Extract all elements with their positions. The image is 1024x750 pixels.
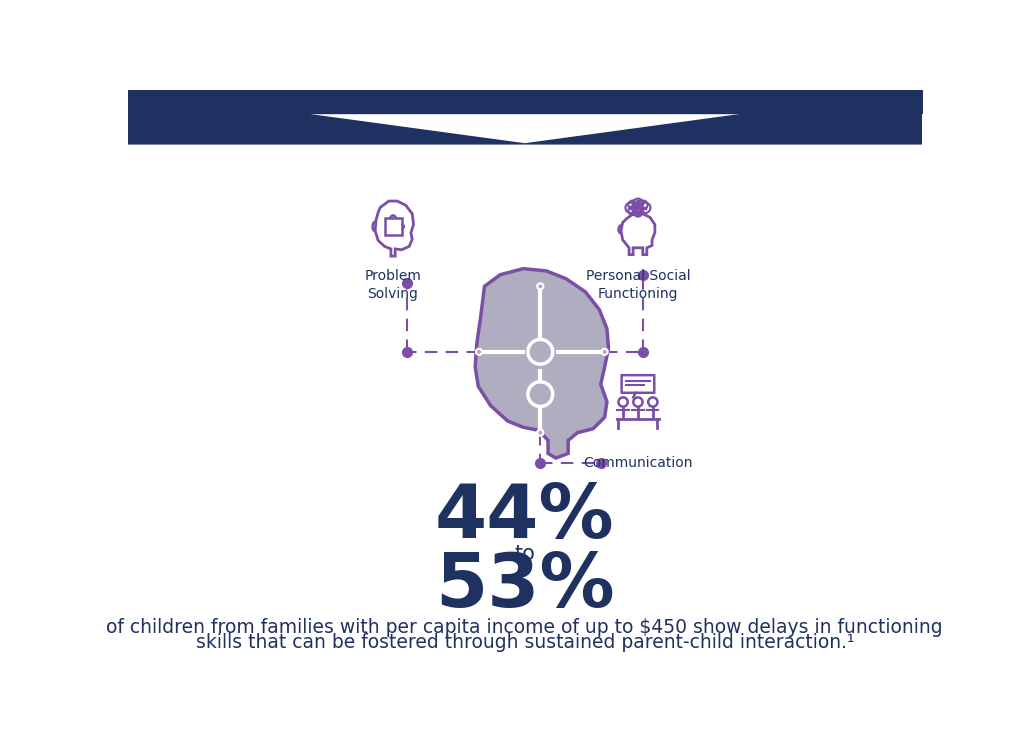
Text: of children from families with per capita income of up to $450 show delays in fu: of children from families with per capit… [106, 618, 943, 637]
Polygon shape [475, 268, 608, 458]
Text: 53%: 53% [435, 550, 614, 623]
Text: Communication: Communication [584, 456, 692, 470]
Polygon shape [524, 90, 922, 144]
Text: Problem
Solving: Problem Solving [365, 268, 422, 301]
Text: 44%: 44% [435, 481, 614, 554]
Circle shape [528, 382, 553, 406]
Circle shape [538, 430, 544, 436]
Text: skills that can be fostered through sustained parent-child interaction.¹: skills that can be fostered through sust… [196, 632, 854, 652]
Circle shape [476, 349, 482, 355]
Polygon shape [524, 90, 922, 132]
Circle shape [528, 340, 553, 364]
Circle shape [601, 349, 607, 355]
Text: Personal Social
Functioning: Personal Social Functioning [586, 268, 690, 301]
Text: to: to [514, 544, 536, 563]
Polygon shape [128, 90, 524, 132]
Circle shape [538, 284, 544, 290]
Polygon shape [128, 90, 524, 144]
